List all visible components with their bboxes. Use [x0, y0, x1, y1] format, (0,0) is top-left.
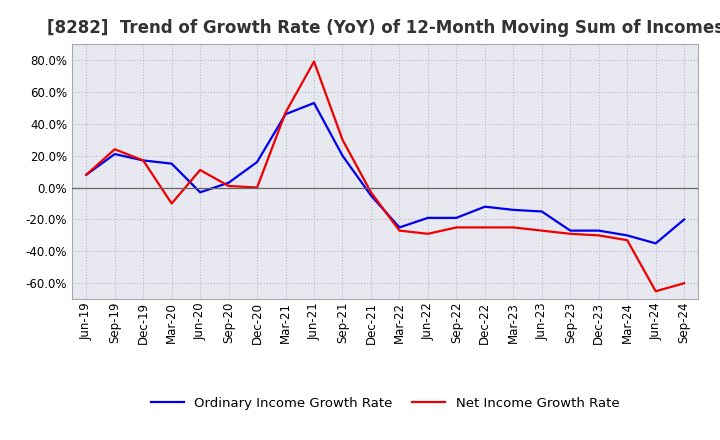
Net Income Growth Rate	[537, 228, 546, 233]
Line: Net Income Growth Rate: Net Income Growth Rate	[86, 62, 684, 291]
Ordinary Income Growth Rate	[139, 158, 148, 163]
Ordinary Income Growth Rate	[395, 225, 404, 230]
Ordinary Income Growth Rate	[253, 159, 261, 165]
Ordinary Income Growth Rate	[225, 180, 233, 185]
Title: [8282]  Trend of Growth Rate (YoY) of 12-Month Moving Sum of Incomes: [8282] Trend of Growth Rate (YoY) of 12-…	[47, 19, 720, 37]
Net Income Growth Rate	[338, 137, 347, 142]
Net Income Growth Rate	[366, 190, 375, 195]
Ordinary Income Growth Rate	[595, 228, 603, 233]
Ordinary Income Growth Rate	[680, 217, 688, 222]
Ordinary Income Growth Rate	[366, 193, 375, 198]
Net Income Growth Rate	[452, 225, 461, 230]
Ordinary Income Growth Rate	[310, 100, 318, 106]
Line: Ordinary Income Growth Rate: Ordinary Income Growth Rate	[86, 103, 684, 243]
Net Income Growth Rate	[167, 201, 176, 206]
Ordinary Income Growth Rate	[566, 228, 575, 233]
Ordinary Income Growth Rate	[652, 241, 660, 246]
Net Income Growth Rate	[480, 225, 489, 230]
Net Income Growth Rate	[595, 233, 603, 238]
Ordinary Income Growth Rate	[423, 215, 432, 220]
Ordinary Income Growth Rate	[623, 233, 631, 238]
Ordinary Income Growth Rate	[282, 111, 290, 117]
Ordinary Income Growth Rate	[537, 209, 546, 214]
Net Income Growth Rate	[310, 59, 318, 64]
Net Income Growth Rate	[196, 167, 204, 172]
Ordinary Income Growth Rate	[480, 204, 489, 209]
Ordinary Income Growth Rate	[82, 172, 91, 177]
Net Income Growth Rate	[509, 225, 518, 230]
Net Income Growth Rate	[282, 110, 290, 115]
Net Income Growth Rate	[225, 183, 233, 189]
Net Income Growth Rate	[253, 185, 261, 190]
Net Income Growth Rate	[139, 158, 148, 163]
Net Income Growth Rate	[680, 281, 688, 286]
Net Income Growth Rate	[623, 238, 631, 243]
Net Income Growth Rate	[395, 228, 404, 233]
Ordinary Income Growth Rate	[110, 151, 119, 157]
Ordinary Income Growth Rate	[509, 207, 518, 213]
Ordinary Income Growth Rate	[196, 190, 204, 195]
Ordinary Income Growth Rate	[452, 215, 461, 220]
Net Income Growth Rate	[423, 231, 432, 236]
Ordinary Income Growth Rate	[167, 161, 176, 166]
Ordinary Income Growth Rate	[338, 153, 347, 158]
Net Income Growth Rate	[652, 289, 660, 294]
Net Income Growth Rate	[566, 231, 575, 236]
Net Income Growth Rate	[82, 172, 91, 177]
Net Income Growth Rate	[110, 147, 119, 152]
Legend: Ordinary Income Growth Rate, Net Income Growth Rate: Ordinary Income Growth Rate, Net Income …	[145, 392, 625, 415]
